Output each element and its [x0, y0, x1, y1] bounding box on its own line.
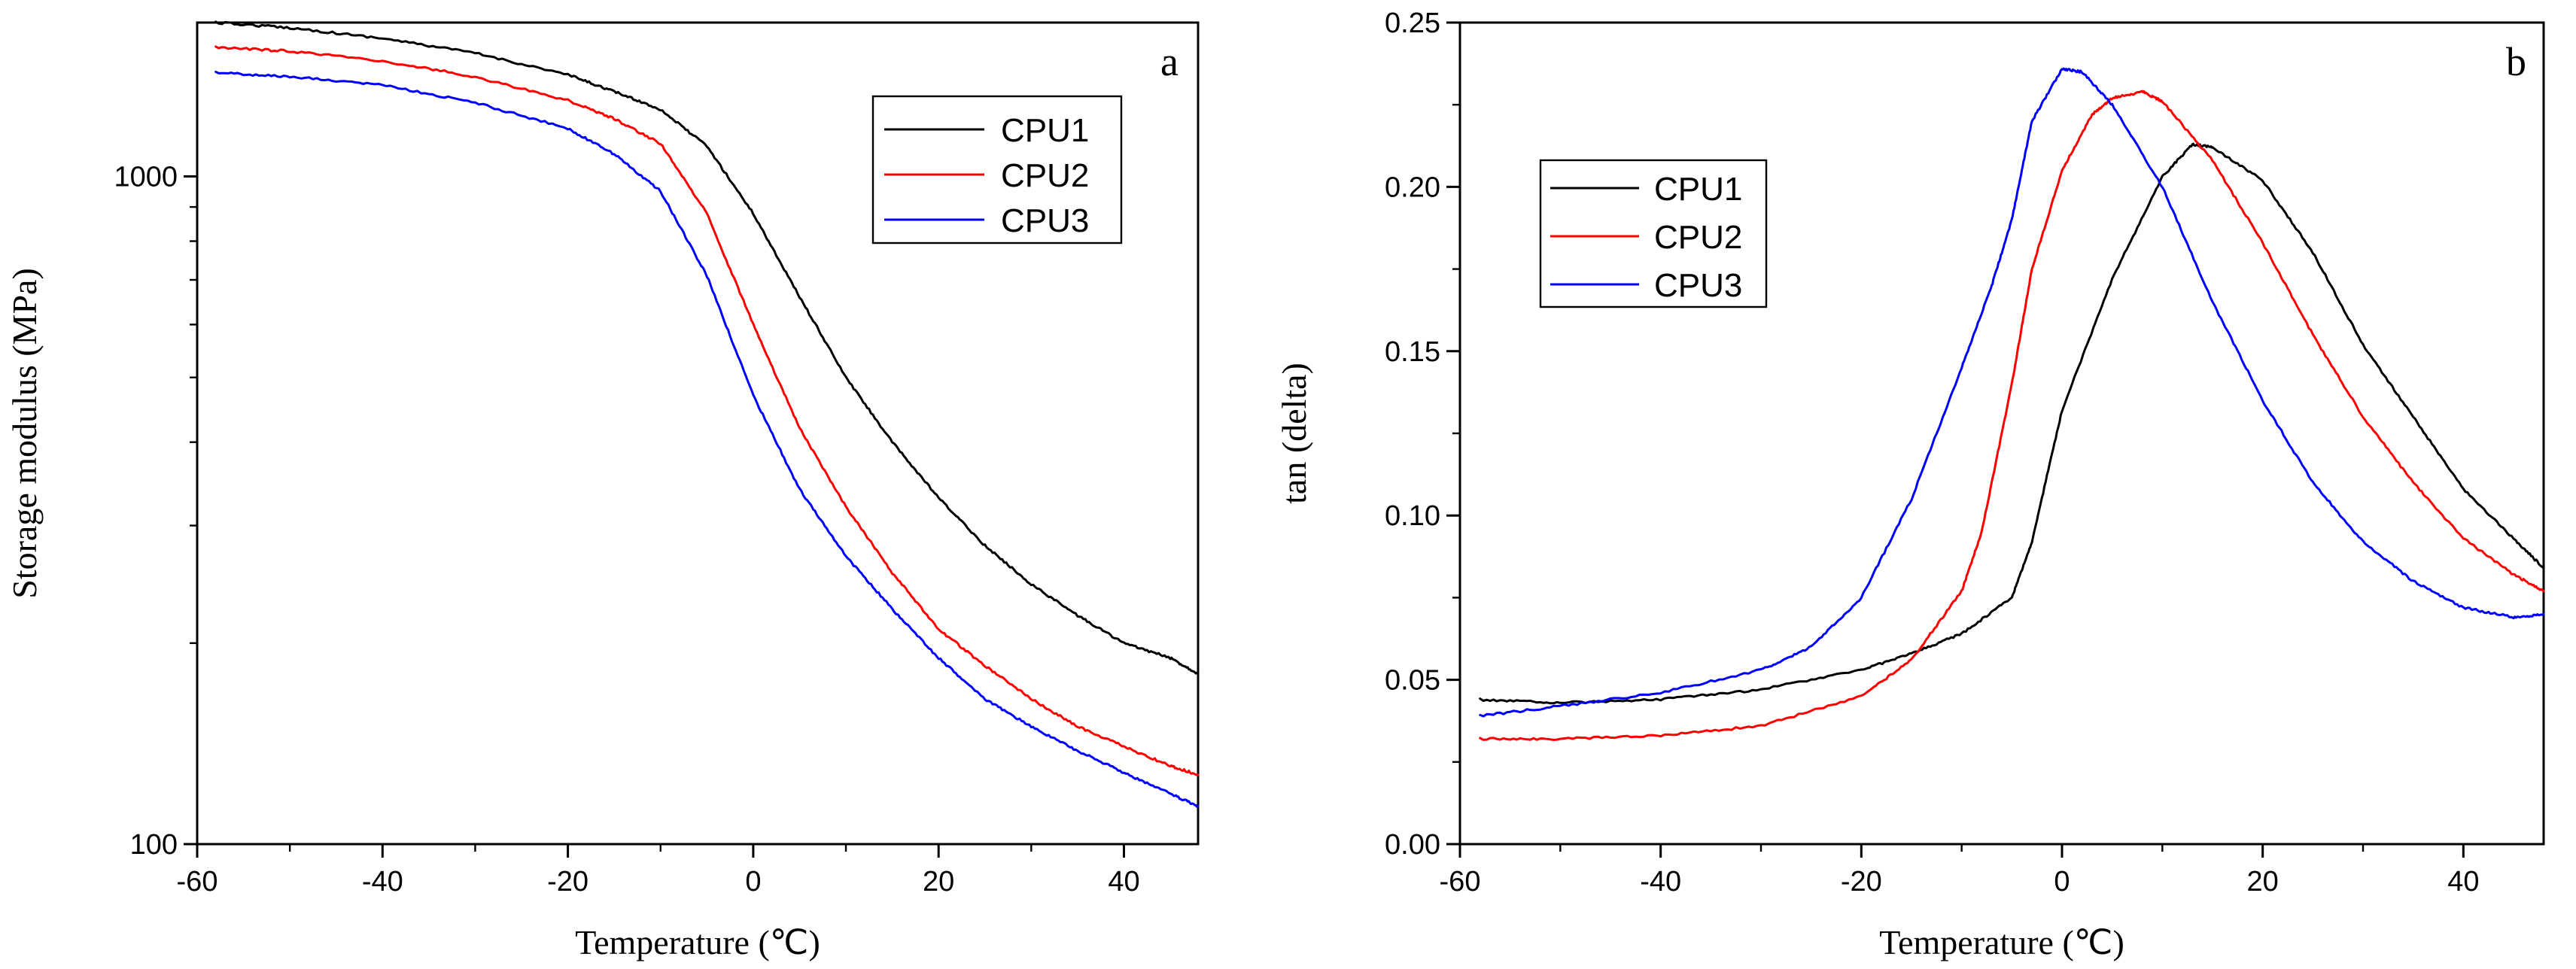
chart-panel-b: -60 -40 -20 0 20 40 0.00 0.05 0.10 0.15 0.20 0.25 b… [1275, 8, 2545, 961]
y-tick-label-b-0: 0.00 [1385, 829, 1440, 861]
x-tick-label-b-0: -60 [1440, 866, 1481, 898]
x-tick-label-a-0: -60 [177, 866, 218, 898]
x-tick-label-b-1: -40 [1640, 866, 1681, 898]
x-tick-label-a-3: 0 [745, 866, 761, 898]
x-tick-label-a-2: -20 [547, 866, 588, 898]
y-tick-label-b-3: 0.15 [1385, 336, 1440, 368]
series-line-cpu1-b [1479, 142, 2545, 705]
x-tick-label-a-1: -40 [362, 866, 403, 898]
x-axis-label-a: Temperature (℃) [575, 923, 820, 961]
x-tick-label-a-5: 40 [1108, 866, 1139, 898]
y-tick-label-a-1: 1000 [114, 162, 178, 193]
panel-label-a: a [1160, 39, 1179, 84]
y-tick-label-b-4: 0.20 [1385, 172, 1440, 203]
y-axis-label-b: tan (delta) [1275, 363, 1313, 504]
plot-frame-a [196, 21, 1200, 846]
axis-ticks-a: -60 -40 -20 0 20 40 100 1000 [114, 162, 1139, 898]
legend-entry-cpu3-b: CPU3 [1654, 267, 1742, 304]
x-tick-label-b-5: 40 [2447, 866, 2479, 898]
x-tick-label-b-3: 0 [2054, 866, 2070, 898]
x-tick-label-a-4: 20 [923, 866, 954, 898]
legend-entry-cpu2-b: CPU2 [1654, 219, 1742, 256]
legend-entry-cpu1-a: CPU1 [1001, 112, 1089, 149]
series-line-cpu1-a [214, 20, 1200, 675]
legend-a: CPU1 CPU2 CPU3 [871, 95, 1123, 245]
panel-label-b: b [2506, 39, 2526, 84]
series-line-cpu2-a [214, 45, 1200, 776]
legend-b: CPU1 CPU2 CPU3 [1539, 159, 1768, 308]
legend-entry-cpu3-a: CPU3 [1001, 202, 1089, 239]
legend-box-b [1539, 159, 1768, 308]
y-tick-label-b-5: 0.25 [1385, 8, 1440, 39]
x-tick-label-b-4: 20 [2247, 866, 2279, 898]
axis-ticks-b: -60 -40 -20 0 20 40 0.00 0.05 0.10 0.15 0.20 0.25 [1385, 8, 2479, 898]
legend-entry-cpu1-b: CPU1 [1654, 171, 1742, 208]
series-line-cpu3-a [214, 71, 1200, 808]
y-tick-label-b-1: 0.05 [1385, 665, 1440, 697]
y-tick-label-a-0: 100 [130, 829, 178, 861]
legend-entry-cpu2-a: CPU2 [1001, 157, 1089, 194]
series-line-cpu2-b [1479, 90, 2545, 741]
x-tick-label-b-2: -20 [1841, 866, 1882, 898]
curves-a [214, 20, 1200, 808]
x-axis-label-b: Temperature (℃) [1879, 923, 2124, 961]
curves-b [1479, 67, 2545, 741]
y-axis-label-a: Storage modulus (MPa) [5, 268, 44, 599]
series-line-cpu3-b [1479, 67, 2545, 718]
y-tick-label-b-2: 0.10 [1385, 500, 1440, 532]
